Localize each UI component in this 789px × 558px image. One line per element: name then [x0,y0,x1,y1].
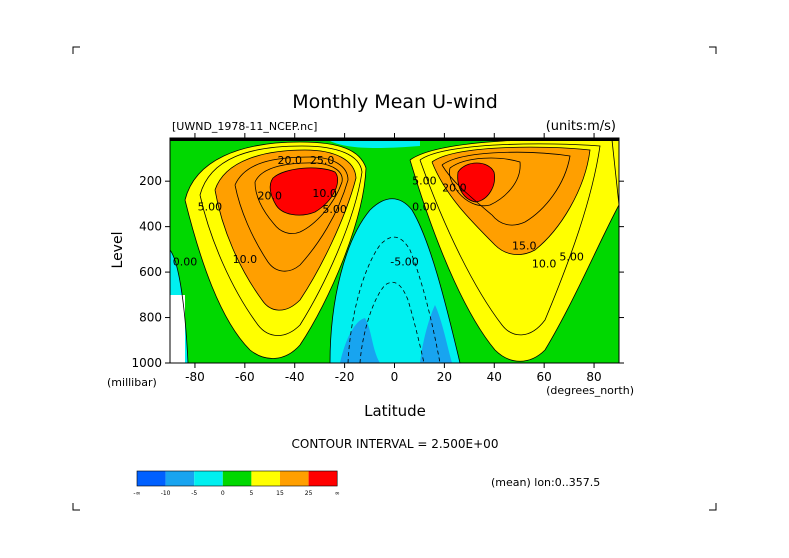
legend-swatch [165,471,195,486]
chart-title: Monthly Mean U-wind [292,91,498,113]
x-unit-label: (degrees_north) [546,384,634,397]
corner-marks [72,46,717,511]
contour-labels: 20.0 25.020.05.000.00 10.010.05.005.000.00… [173,154,584,270]
legend-swatch [280,471,309,486]
contour-label: 20.0 [442,181,467,194]
contour-label: -5.00 [390,255,418,268]
x-axis: -80 -60 -40 -20 0 20 40 60 80 [185,133,602,384]
y-tick-label: 1000 [131,356,162,370]
legend-label: 0 [221,490,225,497]
mean-text: (mean) lon:0..357.5 [491,476,600,489]
x-axis-label: Latitude [364,402,426,420]
fill-sh-jet-25 [270,167,338,216]
y-unit-label: (millibar) [107,376,157,389]
x-tick-label: -60 [235,370,255,384]
contour-label: 5.00 [559,251,584,264]
legend-label: -5 [191,490,197,497]
x-tick-label: 0 [391,370,399,384]
contour-lines-negative [347,236,441,363]
contour-label: 20.0 [258,189,283,202]
contour-label: 0.00 [412,201,437,214]
legend-swatch [194,471,223,486]
contour-label: 5.00 [412,175,437,188]
legend-swatch [251,471,280,486]
fill-top-negative [330,141,420,149]
fill-tropics-strong-negative [340,318,380,363]
contour-label: 10.0 [532,258,557,271]
x-tick-label: 60 [537,370,552,384]
legend-label: -10 [161,490,171,497]
contour-lines [170,138,619,363]
legend-frame [136,470,338,487]
fill-nh-jet-25 [457,163,495,202]
contour-label: 5.00 [322,203,347,216]
x-tick-label: -80 [185,370,205,384]
legend-swatch [222,471,252,486]
color-legend: -∞ -10 -5 0 5 15 25 ∞ [133,470,340,497]
x-tick-label: 20 [437,370,452,384]
contour-label: 10.0 [312,187,337,200]
y-axis-label: Level [110,232,126,269]
contour-label: 10.0 [233,253,258,266]
legend-label: -∞ [133,490,140,497]
contour-label: 20.0 [277,154,302,167]
fill-tropics-strong-negative-2 [420,305,452,363]
y-tick-label: 800 [139,311,162,325]
legend-label: 5 [249,490,253,497]
contour-label: 5.00 [198,201,223,214]
units-label: (units:m/s) [546,119,616,134]
fill-top-band [170,138,619,141]
legend-swatch [308,471,338,486]
y-tick-label: 400 [139,220,162,234]
x-tick-label: -40 [285,370,305,384]
legend-swatch [137,471,166,486]
y-tick-label: 200 [139,174,162,188]
legend-label: 25 [305,490,313,497]
contour-interval-text: CONTOUR INTERVAL = 2.500E+00 [292,437,499,451]
contour-label: 15.0 [512,239,537,252]
x-tick-label: -20 [335,370,355,384]
x-tick-label: 80 [586,370,601,384]
legend-label: ∞ [335,490,340,497]
dataset-label: [UWND_1978-11_NCEP.nc] [172,120,317,133]
x-tick-label: 40 [487,370,502,384]
contour-fill [170,138,619,363]
contour-label: 0.00 [173,255,198,268]
fill-missing-data [170,295,185,363]
y-axis: 200 400 600 800 1000 [131,174,624,370]
y-tick-label: 600 [139,265,162,279]
legend-label: 15 [276,490,284,497]
contour-label: 25.0 [310,154,335,167]
